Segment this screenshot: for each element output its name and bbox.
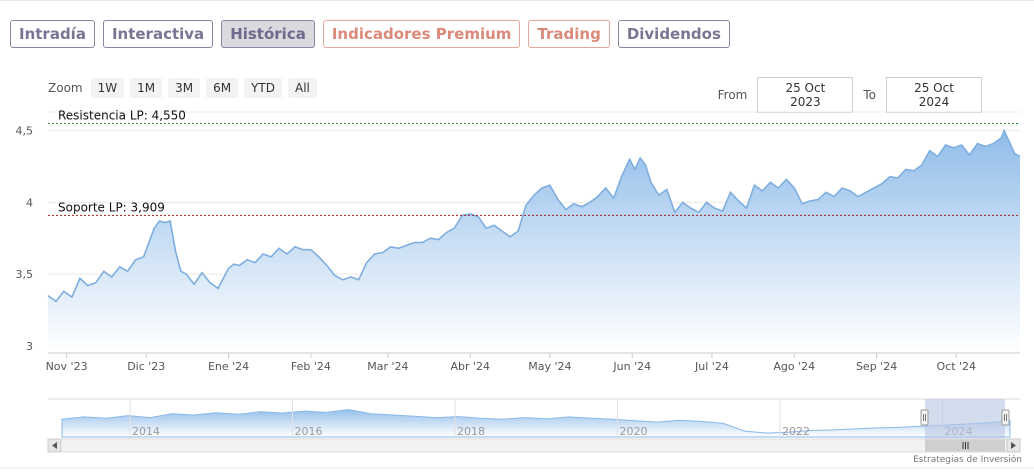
navigator-right-handle[interactable] bbox=[1001, 409, 1010, 426]
navigator-tick-label: 2016 bbox=[295, 425, 323, 438]
zoom-6m-button[interactable]: 6M bbox=[206, 78, 239, 98]
zoom-1w-button[interactable]: 1W bbox=[90, 78, 125, 98]
resistance-line-label: Resistencia LP: 4,550 bbox=[58, 108, 186, 122]
x-tick-label: Nov '23 bbox=[46, 360, 88, 373]
x-tick-label: Abr '24 bbox=[450, 360, 490, 373]
price-line bbox=[47, 128, 1021, 303]
y-tick-label: 4 bbox=[26, 196, 33, 209]
reference-lines: Resistencia LP: 4,550 Soporte LP: 3,909 bbox=[48, 108, 1020, 216]
zoom-label: Zoom bbox=[48, 81, 83, 95]
x-tick-label: Jun '24 bbox=[612, 360, 651, 373]
navigator-tick-label: 2022 bbox=[782, 425, 810, 438]
navigator-left-handle[interactable] bbox=[920, 409, 929, 426]
x-tick-label: Jul '24 bbox=[694, 360, 729, 373]
zoom-ytd-button[interactable]: YTD bbox=[244, 78, 282, 98]
x-tick-label: Sep '24 bbox=[856, 360, 897, 373]
tab-indicadores-premium[interactable]: Indicadores Premium bbox=[322, 20, 521, 48]
chart-credit: Estrategias de Inversión bbox=[913, 455, 1022, 465]
to-date-input[interactable]: 25 Oct 2024 bbox=[886, 77, 982, 113]
navigator-tick-label: 2020 bbox=[620, 425, 648, 438]
x-tick-label: Mar '24 bbox=[367, 360, 408, 373]
x-tick-label: May '24 bbox=[528, 360, 571, 373]
support-line-label: Soporte LP: 3,909 bbox=[58, 200, 165, 214]
chevron-left-icon bbox=[52, 442, 57, 449]
x-tick-label: Feb '24 bbox=[291, 360, 331, 373]
x-tick-label: Ene '24 bbox=[208, 360, 249, 373]
chevron-right-icon bbox=[1011, 442, 1016, 449]
x-tick-label: Oct '24 bbox=[936, 360, 976, 373]
x-tick-label: Ago '24 bbox=[773, 360, 815, 373]
tab-trading[interactable]: Trading bbox=[528, 20, 610, 48]
from-date-input[interactable]: 25 Oct 2023 bbox=[757, 77, 854, 113]
tab-intradia[interactable]: Intradía bbox=[10, 20, 95, 48]
y-tick-label: 3,5 bbox=[16, 268, 34, 281]
navigator-area bbox=[61, 408, 1011, 438]
navigator-tick-label: 2014 bbox=[132, 425, 160, 438]
to-label: To bbox=[863, 88, 876, 102]
price-area bbox=[48, 130, 1020, 353]
y-axis: 3 3,5 4 4,5 bbox=[16, 125, 34, 353]
tab-dividendos[interactable]: Dividendos bbox=[617, 20, 730, 48]
zoom-all-button[interactable]: All bbox=[288, 78, 317, 98]
tab-historica[interactable]: Histórica bbox=[221, 20, 315, 48]
tab-interactiva[interactable]: Interactiva bbox=[102, 20, 214, 48]
from-label: From bbox=[717, 88, 748, 102]
y-tick-label: 4,5 bbox=[16, 125, 34, 138]
navigator-selection[interactable] bbox=[925, 399, 1005, 439]
x-axis: Nov '23 Dic '23 Ene '24 Feb '24 Mar '24 Abr '… bbox=[46, 353, 976, 373]
chart-tabs: Intradía Interactiva Histórica Indicador… bbox=[10, 20, 730, 48]
date-range-selector: From 25 Oct 2023 To 25 Oct 2024 bbox=[718, 77, 982, 113]
zoom-selector: Zoom 1W 1M 3M 6M YTD All bbox=[48, 78, 317, 98]
top-border bbox=[0, 0, 1034, 6]
zoom-1m-button[interactable]: 1M bbox=[130, 78, 163, 98]
x-tick-label: Dic '23 bbox=[127, 360, 165, 373]
navigator[interactable]: 201420162018202020222024 bbox=[48, 398, 1020, 439]
navigator-tick-label: 2018 bbox=[457, 425, 485, 438]
scrollbar[interactable] bbox=[47, 438, 1021, 453]
zoom-3m-button[interactable]: 3M bbox=[168, 78, 201, 98]
scrollbar-track[interactable] bbox=[47, 438, 1021, 453]
y-tick-label: 3 bbox=[26, 340, 33, 353]
